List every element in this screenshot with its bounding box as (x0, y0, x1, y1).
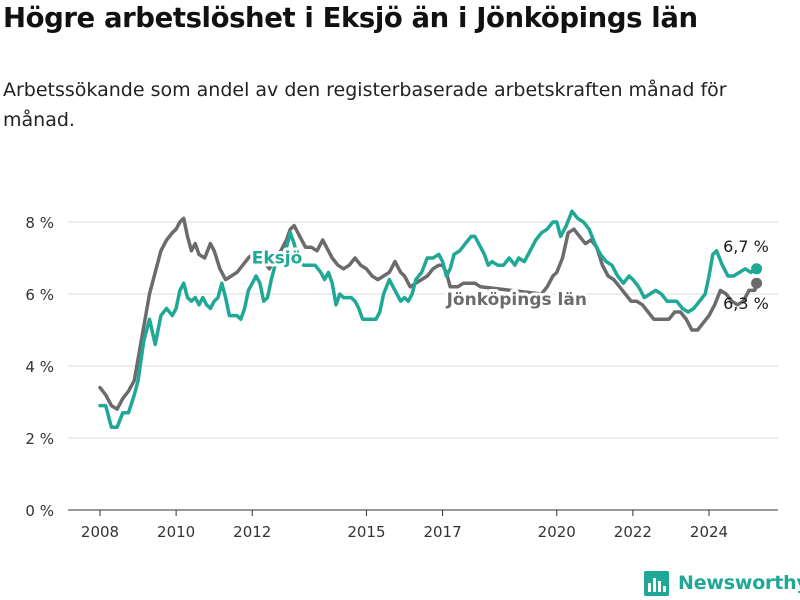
series-line (98, 216, 759, 411)
series-end-value: 6,7 % (723, 237, 769, 256)
x-tick-label: 2022 (614, 523, 652, 541)
series-lines (98, 209, 763, 429)
x-tick-label: 2012 (233, 523, 271, 541)
chart-subtitle: Arbetssökande som andel av den registerb… (3, 79, 727, 131)
bar-chart-icon (644, 570, 669, 596)
y-tick-label: 4 % (25, 358, 54, 376)
y-tick-label: 2 % (25, 430, 54, 448)
x-tick-label: 2015 (347, 523, 385, 541)
series-labels: 6,7 % Eksjö 6,3 % Jönköpings län (249, 237, 769, 313)
brand-name: Newsworthy (678, 572, 800, 594)
chart-title: Högre arbetslöshet i Eksjö än i Jönköpin… (3, 2, 698, 34)
x-tick-label: 2020 (538, 523, 576, 541)
axes: 0 % 2 % 4 % 6 % 8 % 2008 2010 2012 2015 2017 2020 2… (25, 214, 778, 541)
x-tick-label: 2024 (690, 523, 728, 541)
series-end-value: 6,3 % (723, 294, 769, 313)
gridlines (68, 221, 778, 439)
x-tick-label: 2010 (157, 523, 195, 541)
brand-logo: Newsworthy (644, 568, 800, 598)
y-tick-label: 6 % (25, 286, 54, 304)
y-tick-label: 8 % (25, 214, 54, 232)
series-line (98, 209, 759, 429)
series-name-label: Eksjö (252, 248, 303, 268)
y-tick-label: 0 % (25, 502, 54, 520)
series-end-marker (751, 263, 763, 275)
series-end-marker (751, 277, 763, 289)
x-tick-label: 2008 (81, 523, 119, 541)
series-name-label: Jönköpings län (446, 290, 587, 310)
x-tick-label: 2017 (423, 523, 461, 541)
